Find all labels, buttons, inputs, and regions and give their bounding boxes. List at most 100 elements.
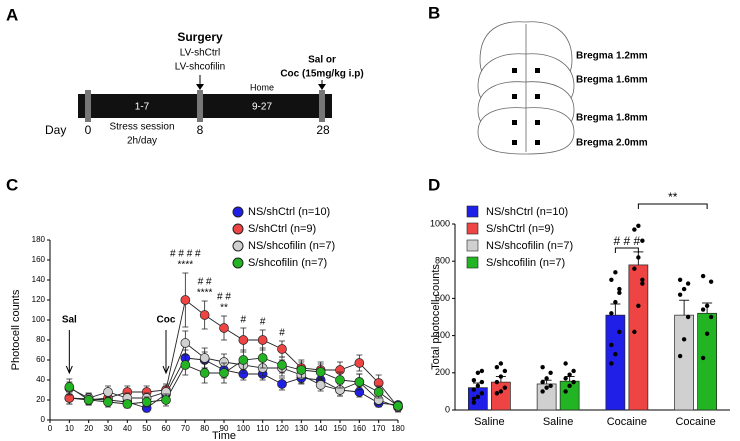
data-point (708, 279, 714, 284)
day-marker (197, 90, 203, 122)
data-point (677, 353, 683, 359)
bar (491, 381, 511, 411)
x-tick-label: 120 (275, 424, 289, 433)
data-point (704, 331, 710, 336)
bracket (614, 247, 639, 253)
significance: ** (668, 190, 678, 204)
day: 28 (316, 123, 330, 137)
marker (161, 395, 171, 405)
surgery-line: LV-shCtrl (180, 48, 220, 59)
data-point (677, 292, 683, 297)
data-point (617, 329, 622, 335)
x-tick-label: 20 (84, 424, 93, 433)
timeline: Surgery LV-shCtrl LV-shcofilin Sal or Co… (45, 30, 364, 146)
marker (354, 358, 365, 368)
data-point (704, 303, 710, 309)
data-point (479, 391, 485, 396)
marker (199, 310, 210, 320)
event-label: Coc (157, 315, 176, 326)
marker (219, 368, 229, 378)
significance: **** (178, 260, 194, 271)
data-point (498, 361, 504, 366)
data-point (609, 361, 614, 366)
data-point (685, 314, 691, 320)
marker (296, 365, 307, 375)
legend-marker (466, 256, 479, 269)
y-tick-label: 160 (32, 255, 46, 264)
home-label: Home (250, 82, 274, 92)
legend-marker (232, 206, 244, 218)
marker (315, 367, 326, 377)
data-point (681, 286, 687, 292)
marker (277, 344, 287, 354)
marker (315, 380, 326, 390)
marker (219, 323, 229, 333)
data-point (571, 368, 576, 374)
data-point (540, 389, 545, 394)
data-point (475, 383, 481, 389)
marker (393, 401, 403, 411)
panel-label: A (6, 5, 18, 24)
data-point (613, 352, 618, 357)
day-marker (319, 90, 325, 122)
data-point (700, 307, 706, 312)
surgery-line: LV-shcofilin (175, 62, 225, 73)
marker (64, 382, 75, 392)
bar (697, 312, 717, 411)
data-point (494, 365, 500, 370)
x-tick-label: 90 (220, 424, 229, 433)
x-tick-label: 80 (200, 424, 209, 433)
x-tick-label: 160 (353, 424, 367, 433)
data-point (494, 391, 500, 396)
data-point (640, 281, 645, 286)
marker (199, 353, 210, 363)
significance: # # (217, 292, 231, 303)
day-label: Day (45, 123, 66, 137)
y-tick-label: 140 (32, 275, 46, 284)
marker (199, 368, 210, 378)
y-tick-label: 0 (445, 404, 450, 414)
x-tick-label: 70 (181, 424, 190, 433)
data-point (681, 337, 687, 342)
data-point (609, 342, 614, 348)
data-point (685, 281, 691, 286)
marker (257, 353, 268, 363)
x-tick-label: 50 (142, 424, 151, 433)
data-point (632, 329, 637, 335)
data-point (471, 396, 477, 402)
data-point (563, 361, 568, 366)
data-point (571, 379, 576, 385)
bar (628, 264, 649, 411)
bregma-label: Bregma 2.0mm (576, 138, 648, 149)
y-tick-label: 800 (435, 256, 450, 266)
legend-label: S/shcofilin (n=7) (248, 257, 327, 269)
y-tick-label: 0 (41, 415, 46, 424)
period: 1-7 (135, 102, 150, 113)
data-point (502, 385, 508, 390)
y-tick-label: 400 (435, 330, 450, 340)
data-point (479, 379, 485, 385)
significance: # (260, 317, 266, 328)
panel-label: C (6, 175, 18, 194)
y-tick-label: 20 (36, 395, 45, 404)
data-point (609, 277, 614, 282)
data-point (632, 266, 637, 271)
significance: # # # # (170, 249, 201, 260)
x-tick-label: Cocaine (607, 416, 647, 428)
data-point (563, 376, 568, 381)
data-point (544, 376, 549, 381)
significance: # (279, 328, 285, 339)
legend-label: S/shCtrl (n=9) (248, 223, 316, 235)
marker (103, 387, 113, 397)
data-point (617, 290, 622, 296)
data-point (708, 314, 714, 320)
stress-line: Stress session (109, 122, 174, 133)
series-line (69, 357, 399, 407)
legend-marker (232, 257, 244, 269)
significance: # # # (614, 234, 641, 248)
legend-marker (466, 239, 479, 252)
panel-label: D (428, 175, 440, 194)
legend-marker (466, 205, 479, 218)
data-point (636, 255, 641, 260)
marker (180, 360, 191, 370)
